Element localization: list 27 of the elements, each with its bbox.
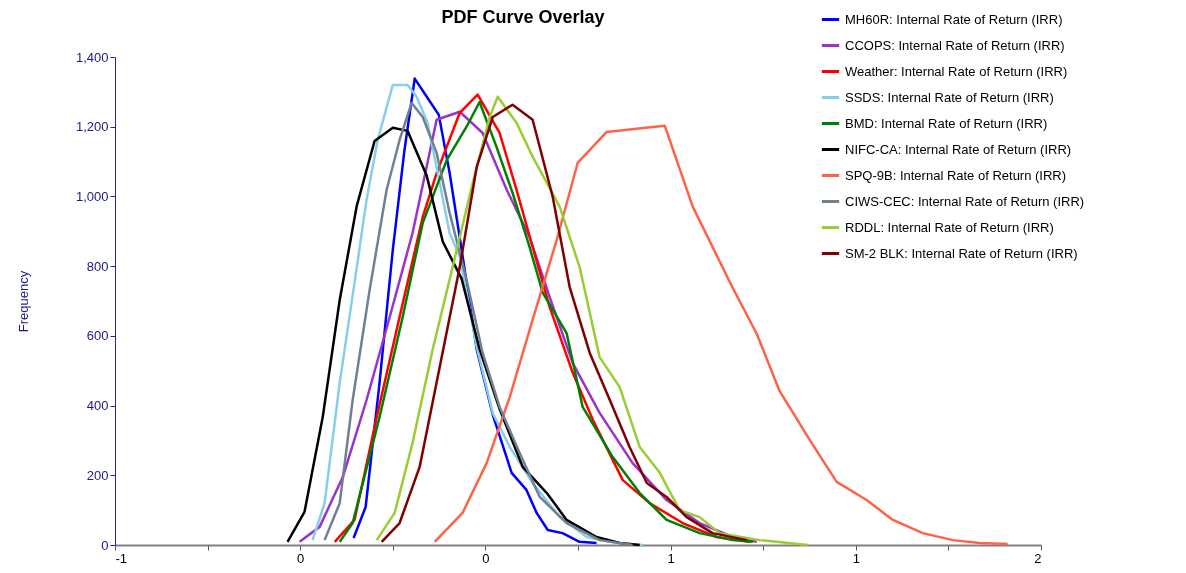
y-tick-label: 1,200 [75, 119, 109, 135]
y-tick-label: 1,000 [75, 188, 109, 204]
x-tick-label: -1 [115, 550, 128, 566]
x-tick-label: 1 [852, 550, 860, 566]
legend-label: RDDL: Internal Rate of Return (IRR) [845, 219, 1054, 235]
y-tick-label: 800 [86, 258, 109, 274]
legend-label: SSDS: Internal Rate of Return (IRR) [845, 89, 1054, 105]
legend-label: MH60R: Internal Rate of Return (IRR) [845, 11, 1063, 27]
y-axis-title: Frequency [15, 270, 31, 333]
y-tick-label: 0 [101, 537, 109, 553]
x-tick-label: 0 [482, 550, 490, 566]
y-tick-label: 600 [86, 328, 109, 344]
x-tick-label: 0 [297, 550, 305, 566]
line-series [375, 95, 809, 547]
x-tick-label: 2 [1034, 550, 1042, 566]
legend-label: CIWS-CEC: Internal Rate of Return (IRR) [845, 193, 1085, 209]
legend-label: NIFC-CA: Internal Rate of Return (IRR) [845, 141, 1072, 157]
y-tick-label: 400 [86, 398, 109, 414]
legend-label: SPQ-9B: Internal Rate of Return (IRR) [845, 167, 1067, 183]
y-tick-label: 1,400 [75, 49, 109, 65]
x-tick-label: 1 [667, 550, 675, 566]
legend-label: BMD: Internal Rate of Return (IRR) [845, 115, 1048, 131]
legend-label: SM-2 BLK: Internal Rate of Return (IRR) [845, 245, 1078, 261]
legend-label: Weather: Internal Rate of Return (IRR) [845, 63, 1068, 79]
chart-title: PDF Curve Overlay [441, 7, 605, 27]
y-tick-label: 200 [86, 467, 109, 483]
legend-label: CCOPS: Internal Rate of Return (IRR) [845, 37, 1065, 53]
